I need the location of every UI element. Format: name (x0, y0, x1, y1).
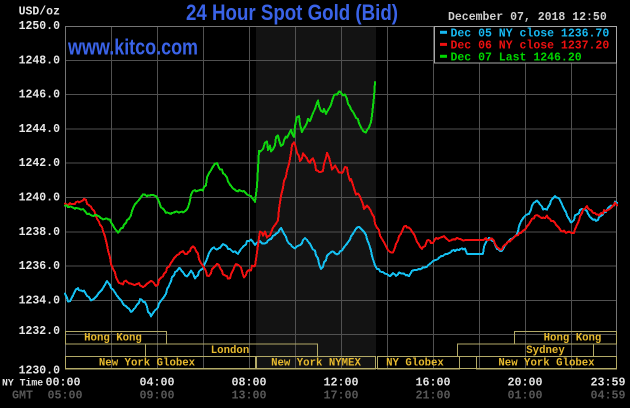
svg-text:08:00: 08:00 (231, 376, 266, 390)
svg-text:NY Time: NY Time (2, 378, 43, 389)
svg-text:Hong Kong: Hong Kong (84, 332, 142, 344)
svg-text:www.kitco.com: www.kitco.com (67, 35, 198, 60)
svg-text:23:59: 23:59 (590, 376, 625, 390)
svg-text:USD/oz: USD/oz (19, 6, 61, 19)
svg-text:1242.0: 1242.0 (19, 157, 61, 170)
svg-text:1230.0: 1230.0 (19, 365, 61, 378)
svg-text:Sydney: Sydney (526, 345, 565, 357)
svg-text:1250.0: 1250.0 (19, 20, 61, 33)
svg-text:04:00: 04:00 (139, 376, 174, 390)
svg-text:09:00: 09:00 (139, 389, 174, 403)
svg-text:21:00: 21:00 (415, 389, 450, 403)
svg-text:16:00: 16:00 (415, 376, 450, 390)
svg-text:GMT: GMT (12, 389, 33, 403)
svg-text:Hong Kong: Hong Kong (544, 332, 602, 344)
svg-text:24 Hour Spot Gold (Bid): 24 Hour Spot Gold (Bid) (186, 0, 398, 25)
svg-text:1244.0: 1244.0 (19, 123, 61, 136)
svg-text:New York NYMEX: New York NYMEX (271, 357, 361, 369)
svg-text:1238.0: 1238.0 (19, 226, 61, 239)
svg-text:00:00: 00:00 (45, 376, 80, 390)
svg-text:1246.0: 1246.0 (19, 89, 61, 102)
svg-text:04:59: 04:59 (590, 389, 625, 403)
svg-text:1232.0: 1232.0 (19, 325, 61, 338)
svg-text:05:00: 05:00 (47, 389, 82, 403)
svg-text:Dec 07 Last 1246.20: Dec 07 Last 1246.20 (451, 52, 582, 65)
svg-text:1236.0: 1236.0 (19, 260, 61, 273)
svg-text:20:00: 20:00 (507, 376, 542, 390)
svg-text:NY Globex: NY Globex (386, 357, 444, 369)
svg-text:13:00: 13:00 (231, 389, 266, 403)
svg-text:17:00: 17:00 (323, 389, 358, 403)
svg-text:New York Globex: New York Globex (498, 357, 595, 369)
svg-text:December 07, 2018 12:50: December 07, 2018 12:50 (448, 11, 607, 24)
svg-text:New York Globex: New York Globex (99, 357, 196, 369)
svg-text:Dec 05 NY close 1236.70: Dec 05 NY close 1236.70 (451, 28, 610, 41)
svg-text:1240.0: 1240.0 (19, 192, 61, 205)
svg-text:1248.0: 1248.0 (19, 54, 61, 67)
svg-text:12:00: 12:00 (323, 376, 358, 390)
svg-text:Dec 06 NY close 1237.20: Dec 06 NY close 1237.20 (451, 40, 610, 53)
svg-text:1234.0: 1234.0 (19, 294, 61, 307)
svg-text:01:00: 01:00 (507, 389, 542, 403)
svg-text:London: London (211, 345, 249, 357)
